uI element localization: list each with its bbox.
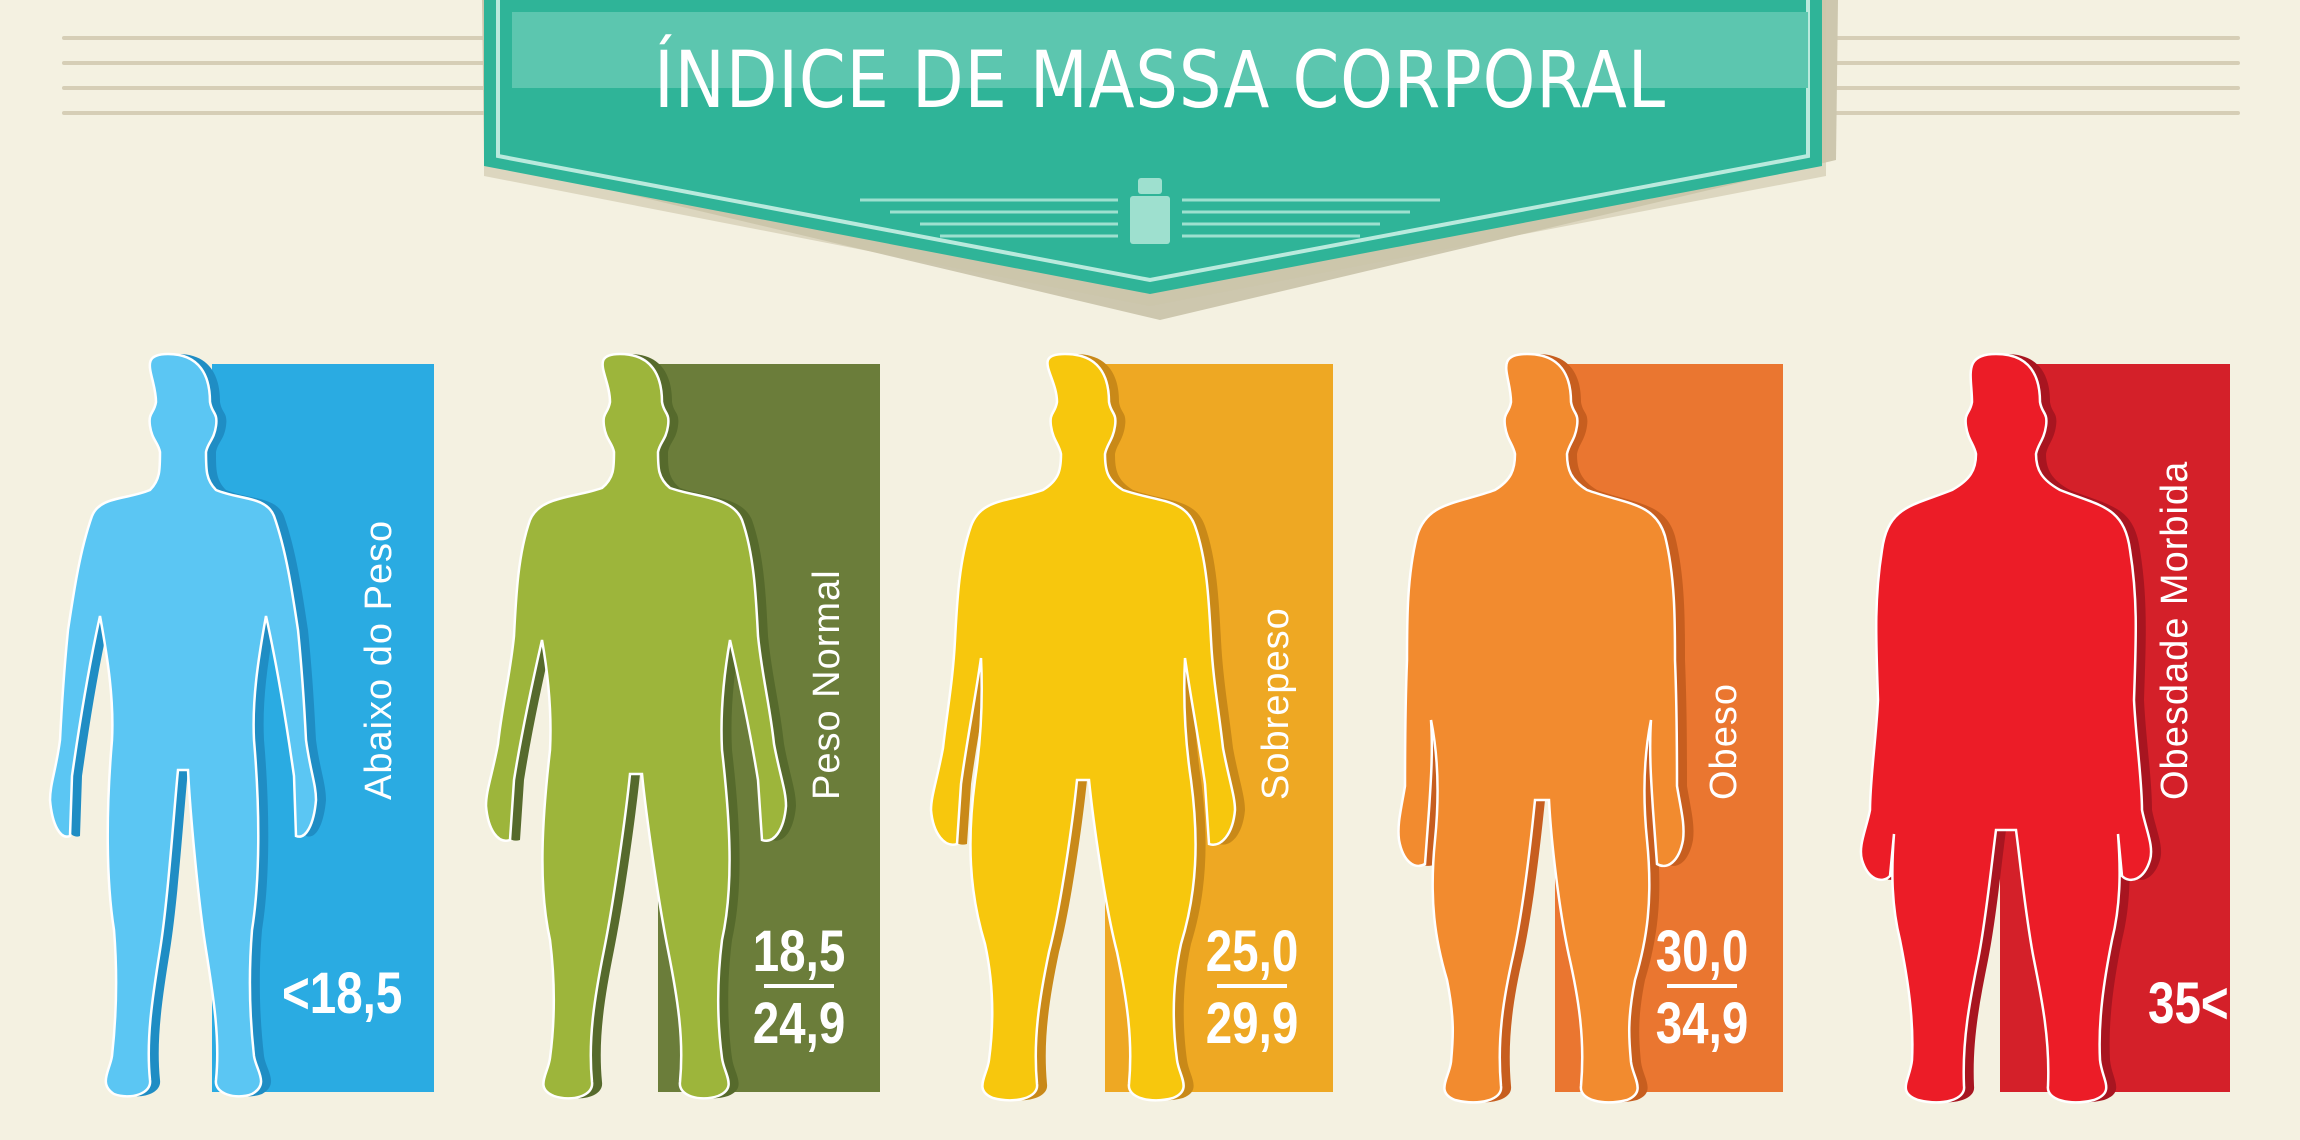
range-divider <box>1667 984 1737 988</box>
bmi-range: 30,0 34,9 <box>1637 920 1767 1056</box>
underweight-body-icon <box>48 352 326 1098</box>
category-label: Obesdade Morbida <box>2154 460 2196 800</box>
category-label: Abaixo do Peso <box>358 519 400 800</box>
page-title: ÍNDICE DE MASSA CORPORAL <box>654 36 1666 126</box>
bmi-range-max: 34,9 <box>1655 991 1749 1056</box>
normal-body-icon <box>484 352 796 1100</box>
bmi-range-min: 18,5 <box>752 919 846 984</box>
bmi-category-underweight: Abaixo do Peso <18,5 <box>30 340 480 1120</box>
category-label: Sobrepeso <box>1255 607 1297 800</box>
bmi-range-min: 30,0 <box>1655 919 1749 984</box>
left-decorative-lines <box>62 36 502 136</box>
bmi-range-min: 25,0 <box>1205 919 1299 984</box>
range-divider <box>764 984 834 988</box>
bmi-category-obese: Obeso 30,0 34,9 <box>1365 340 1815 1120</box>
title-banner <box>482 0 1838 320</box>
obese-body-icon <box>1397 352 1694 1104</box>
overweight-body-icon <box>929 352 1245 1102</box>
bmi-category-overweight: Sobrepeso 25,0 29,9 <box>915 340 1365 1120</box>
morbid-obesity-body-icon <box>1859 352 2162 1104</box>
bmi-range-value: 35< <box>2148 971 2229 1036</box>
bmi-range: 18,5 24,9 <box>734 920 864 1056</box>
bmi-range: 25,0 29,9 <box>1187 920 1317 1056</box>
range-divider <box>1217 984 1287 988</box>
bmi-category-normal: Peso Normal 18,5 24,9 <box>470 340 920 1120</box>
bmi-range-max: 24,9 <box>752 991 846 1056</box>
weight-icon <box>1130 178 1170 244</box>
category-label: Obeso <box>1703 683 1745 800</box>
right-decorative-lines <box>1790 36 2240 136</box>
bmi-category-morbid-obesity: Obesdade Morbida 35< <box>1810 340 2260 1120</box>
bmi-range-max: 29,9 <box>1205 991 1299 1056</box>
category-label: Peso Normal <box>806 569 848 800</box>
bmi-range-value: <18,5 <box>282 961 403 1026</box>
